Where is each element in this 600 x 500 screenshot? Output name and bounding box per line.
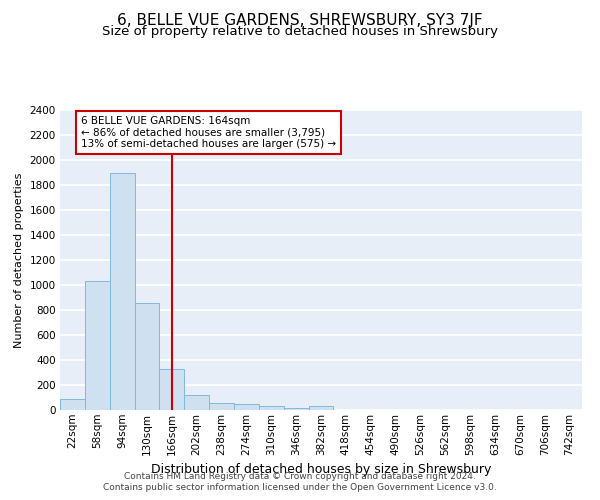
Bar (60, 399, 85, 410)
Bar (308, 406, 334, 410)
Bar (160, 370, 184, 410)
Y-axis label: Number of detached properties: Number of detached properties (14, 172, 24, 348)
Bar (234, 404, 259, 410)
Text: Contains HM Land Registry data © Crown copyright and database right 2024.
Contai: Contains HM Land Registry data © Crown c… (103, 472, 497, 492)
Bar (134, 302, 160, 410)
Text: 6 BELLE VUE GARDENS: 164sqm
← 86% of detached houses are smaller (3,795)
13% of : 6 BELLE VUE GARDENS: 164sqm ← 86% of det… (81, 116, 336, 149)
Bar (209, 403, 234, 410)
Bar (259, 406, 284, 410)
Bar (284, 408, 308, 410)
Bar (85, 281, 110, 410)
Text: Size of property relative to detached houses in Shrewsbury: Size of property relative to detached ho… (102, 25, 498, 38)
Text: 6, BELLE VUE GARDENS, SHREWSBURY, SY3 7JF: 6, BELLE VUE GARDENS, SHREWSBURY, SY3 7J… (117, 12, 483, 28)
Bar (110, 172, 134, 410)
Bar (184, 395, 209, 410)
X-axis label: Distribution of detached houses by size in Shrewsbury: Distribution of detached houses by size … (151, 463, 491, 476)
